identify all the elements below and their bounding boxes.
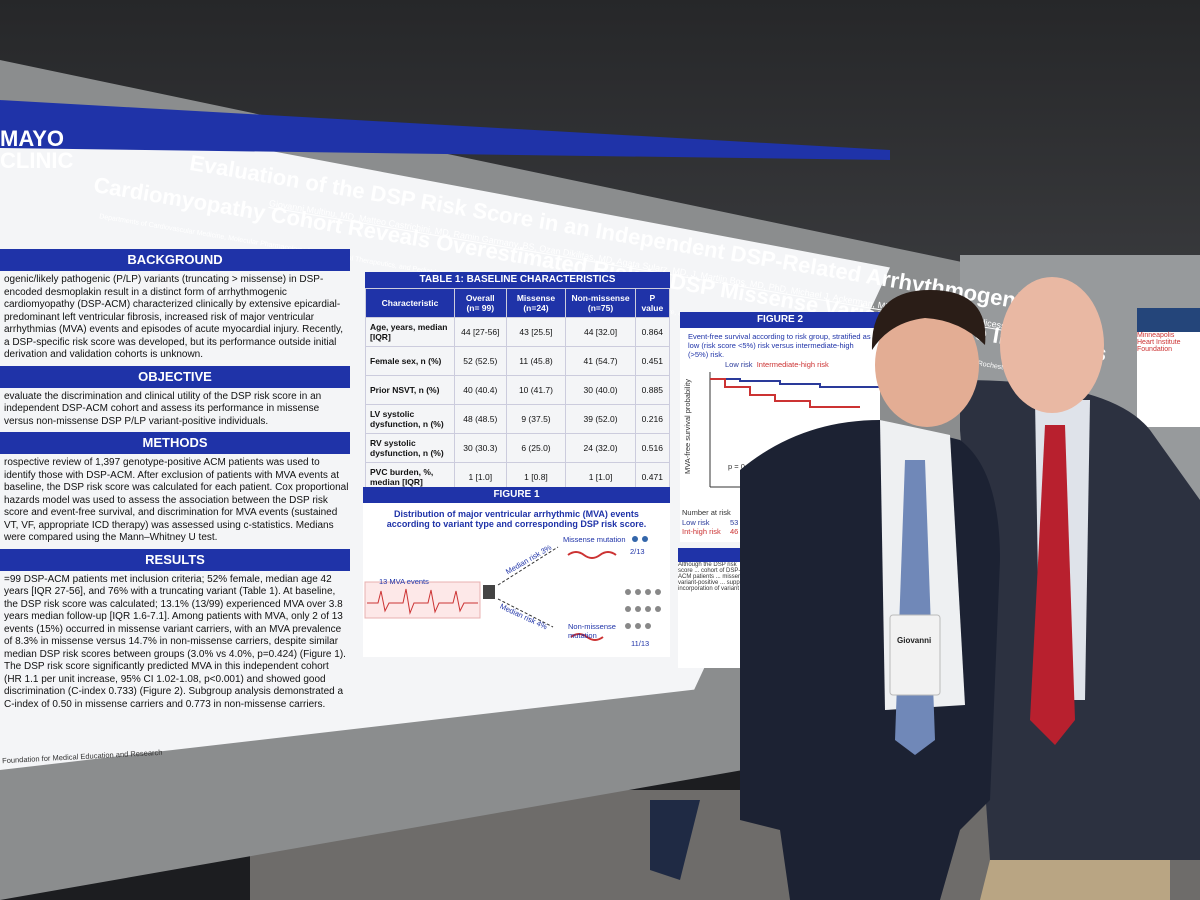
survival-curve	[710, 378, 860, 408]
table-row: Prior NSVT, n (%) 40 (40.4) 10 (41.7) 30 (4…	[365, 375, 671, 405]
legend-entry: Intermediate-high risk	[756, 360, 829, 369]
section-text: =99 DSP-ACM patients met inclusion crite…	[4, 573, 346, 710]
section-heading: OBJECTIVE	[0, 365, 350, 388]
table-row: RV systolic dysfunction, n (%) 30 (30.3) 6…	[365, 433, 671, 463]
header-cell: Characteristic	[365, 288, 455, 318]
at-risk-cell: 46	[730, 527, 739, 536]
header-cell: Non-missense (n=75)	[565, 288, 636, 318]
ecg-trace	[367, 588, 478, 615]
table-cell: 0.885	[634, 375, 671, 405]
figure-label: 13 MVA events	[379, 577, 429, 586]
at-risk-title: Number at risk	[682, 508, 731, 517]
young-man-hair	[871, 290, 986, 350]
arrow	[497, 546, 559, 586]
legend: Low risk Intermediate-high risk	[725, 360, 829, 369]
person-grid	[625, 589, 661, 629]
man-trousers	[980, 860, 1170, 900]
figure-label: 2/13	[630, 547, 645, 556]
sign-text: Foundation	[1137, 346, 1173, 353]
mutation-icon	[570, 633, 604, 641]
at-risk-cell: Low risk	[682, 518, 710, 527]
at-risk-cell: 53	[730, 518, 739, 527]
conclusion: Although the DSP risk score ... cohort o…	[678, 548, 750, 668]
man-tie	[1030, 425, 1075, 745]
table-cell: 44 [27-56]	[454, 317, 507, 347]
left-column: BACKGROUND ogenic/likely pathogenic (P/LP…	[0, 245, 350, 715]
figure-1-art	[364, 536, 661, 641]
table-cell: 52 (52.5)	[454, 346, 507, 376]
section-heading: RESULTS	[0, 548, 350, 571]
header-cell: P value	[634, 288, 671, 318]
side-sign: Minneapolis Heart Institute Foundation	[1137, 308, 1200, 427]
arrow	[497, 598, 554, 628]
table-cell: RV systolic dysfunction, n (%)	[365, 433, 455, 463]
table-header: Characteristic Overall (n= 99) Missense (n…	[365, 288, 671, 318]
logo: MAYO CLINIC	[0, 128, 73, 172]
young-man-head	[875, 303, 979, 427]
section-bar	[678, 548, 750, 562]
survival-curve	[710, 378, 880, 388]
calculator-icon	[483, 585, 495, 599]
figure-title: FIGURE 1	[363, 487, 670, 503]
badge-name: Giovanni	[897, 636, 932, 645]
logo-text: MAYO	[0, 126, 64, 151]
table-cell: 9 (37.5)	[505, 404, 567, 434]
person-icon	[632, 536, 638, 542]
person-icon	[642, 536, 648, 542]
ecg-box	[364, 581, 481, 619]
figure-1: FIGURE 1 Distribution of major ventricul…	[363, 487, 670, 657]
section-text: ogenic/likely pathogenic (P/LP) variants…	[4, 274, 344, 360]
figure-label: 11/13	[631, 639, 650, 648]
table-cell: 0.451	[634, 346, 671, 376]
table-cell: LV systolic dysfunction, n (%)	[365, 404, 455, 434]
table-cell: Prior NSVT, n (%)	[365, 375, 455, 405]
table-cell: 41 (54.7)	[565, 346, 636, 376]
table-cell: 0.864	[634, 317, 671, 347]
section-text: rospective review of 1,397 genotype-posi…	[4, 457, 349, 543]
badge	[889, 614, 941, 696]
header-cell: Overall (n= 99)	[454, 288, 507, 318]
at-risk-cell: Int-high risk	[682, 527, 721, 536]
mutation-icon	[567, 551, 617, 559]
logo-text: CLINIC	[0, 148, 74, 173]
figure-label: Missense mutation	[563, 535, 626, 544]
table-cell: Female sex, n (%)	[365, 346, 455, 376]
table-title: TABLE 1: BASELINE CHARACTERISTICS	[365, 272, 670, 288]
section-text: evaluate the discrimination and clinical…	[4, 390, 322, 427]
header-cell: Missense (n=24)	[505, 288, 567, 318]
table-row: LV systolic dysfunction, n (%) 48 (48.5) 9…	[365, 404, 671, 434]
table-row: Age, years, median [IQR] 44 [27-56] 43 [25…	[365, 317, 671, 347]
background-person	[650, 800, 700, 880]
sign-text: Minneapolis	[1137, 332, 1175, 339]
sign-text: Heart Institute	[1137, 339, 1181, 346]
section-heading: BACKGROUND	[0, 249, 350, 271]
figure-title: FIGURE 2	[680, 312, 880, 328]
figure-caption: Event-free survival according to risk gr…	[688, 332, 871, 359]
figure-caption: Distribution of major ventricular arrhyt…	[386, 509, 647, 529]
conclusion-text: Although the DSP risk score ... cohort o…	[678, 562, 748, 592]
legend-entry: Low risk	[725, 360, 753, 369]
table-cell: 24 (32.0)	[565, 433, 636, 463]
figure-label: Non-missense mutation	[568, 622, 616, 640]
table-block: TABLE 1: BASELINE CHARACTERISTICS Charac…	[365, 272, 671, 492]
table-cell: 0.216	[634, 404, 671, 434]
section-heading: METHODS	[0, 432, 350, 454]
man-head	[1000, 277, 1104, 413]
table: Characteristic Overall (n= 99) Missense (n…	[365, 288, 671, 492]
